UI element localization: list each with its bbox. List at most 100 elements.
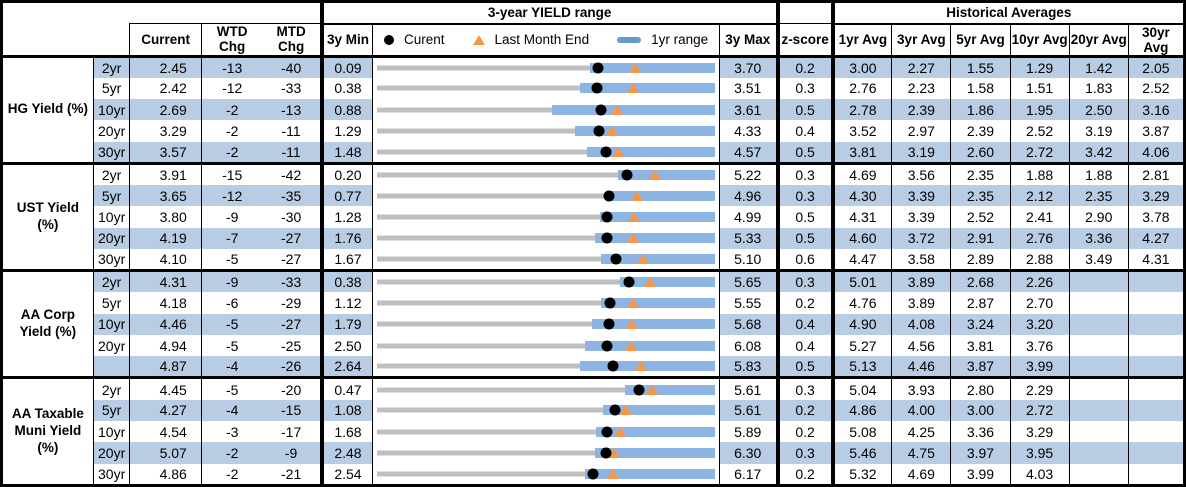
three-year-range-track [377, 279, 715, 285]
cell-avg-10yr-avg: 3.99 [1009, 356, 1070, 378]
cell-current: 3.91 [129, 161, 202, 186]
cell-3y-min: 1.12 [319, 292, 374, 314]
cell-tenor: 2yr [92, 56, 131, 78]
cell-z-score: 0.2 [775, 292, 834, 314]
cell-avg-30yr-avg [1127, 269, 1186, 293]
cell-avg-3yr-avg: 4.00 [891, 399, 952, 422]
cell-tenor: 20yr [92, 334, 131, 357]
range-chart [374, 249, 719, 269]
cell-mtd-chg: -11 [262, 120, 323, 142]
cell-avg-5yr-avg: 3.00 [950, 399, 1011, 422]
cell-z-score: 0.2 [775, 399, 834, 422]
cell-3y-max: 4.33 [718, 120, 779, 142]
cell-mtd-chg: -17 [262, 421, 323, 443]
current-dot [591, 82, 603, 94]
cell-3y-min: 1.48 [319, 141, 374, 164]
cell-tenor: 10yr [92, 206, 131, 228]
range-chart [374, 142, 719, 162]
cell-tenor: 5yr [92, 399, 131, 422]
cell-z-score: 0.3 [775, 185, 834, 207]
cell-3y-max: 6.30 [718, 442, 779, 464]
cell-avg-5yr-avg: 3.97 [950, 442, 1011, 464]
cell-avg-5yr-avg: 2.87 [950, 292, 1011, 314]
cell-tenor: 2yr [92, 269, 131, 293]
cell-avg-10yr-avg: 3.29 [1009, 421, 1070, 443]
cell-3y-max: 4.99 [718, 206, 779, 228]
cell-avg-10yr-avg: 2.12 [1009, 185, 1070, 207]
cell-3y-min: 2.64 [319, 356, 374, 378]
yield-row: AA Taxable Muni Yield (%) 2yr 4.45 -5 -20 0.4… [1, 376, 1186, 486]
three-year-range-track [377, 471, 715, 477]
current-dot [595, 104, 607, 116]
cell-3y-max: 5.55 [718, 292, 779, 314]
cell-tenor [92, 356, 131, 378]
cell-3y-min: 0.38 [319, 77, 374, 100]
yield-row: 4.87 -4 -26 2.64 5.83 0.5 5.13 4.46 3.87 3.99 [2, 356, 1186, 378]
col-header-5yr-avg: 5yr Avg [950, 23, 1011, 58]
cell-3y-min: 1.28 [319, 206, 374, 228]
cell-wtd-chg: -3 [200, 421, 263, 443]
cell-3y-max: 3.61 [718, 99, 779, 121]
cell-wtd-chg: -2 [200, 141, 263, 164]
range-chart-cell [372, 227, 720, 249]
one-year-range-bar-swatch [617, 36, 642, 43]
cell-avg-30yr-avg [1127, 313, 1186, 335]
cell-3y-min: 1.68 [319, 421, 374, 443]
cell-avg-10yr-avg: 3.20 [1009, 313, 1070, 335]
cell-avg-1yr-avg: 5.08 [830, 421, 893, 443]
cell-avg-20yr-avg [1068, 334, 1129, 357]
cell-avg-10yr-avg: 2.26 [1009, 269, 1070, 293]
cell-z-score: 0.3 [775, 376, 834, 400]
range-chart-cell [372, 120, 720, 142]
cell-avg-1yr-avg: 4.31 [830, 206, 893, 228]
cell-wtd-chg: -15 [200, 161, 263, 186]
one-year-range-bar [594, 447, 715, 458]
range-chart [374, 381, 719, 400]
range-chart-cell [372, 421, 720, 443]
cell-avg-30yr-avg [1127, 442, 1186, 464]
cell-mtd-chg: -27 [262, 313, 323, 335]
cell-mtd-chg: -33 [262, 77, 323, 100]
current-dot [600, 447, 612, 459]
cell-avg-5yr-avg: 2.60 [950, 141, 1011, 164]
col-header-z-score: z-score [775, 23, 834, 58]
one-year-range-bar [587, 146, 715, 157]
cell-mtd-chg: -13 [262, 99, 323, 121]
cell-mtd-chg: -15 [262, 399, 323, 422]
one-year-range-bar [590, 62, 715, 73]
cell-avg-20yr-avg [1068, 442, 1129, 464]
cell-avg-10yr-avg: 2.72 [1009, 399, 1070, 422]
last-month-end-triangle-swatch [472, 34, 485, 45]
range-chart-cell [372, 185, 720, 207]
range-chart-cell [372, 99, 720, 121]
col-header-3y-min: 3y Min [319, 23, 374, 58]
current-dot [623, 276, 635, 288]
cell-avg-3yr-avg: 2.27 [891, 56, 952, 78]
cell-3y-max: 4.57 [718, 141, 779, 164]
cell-avg-3yr-avg: 2.39 [891, 99, 952, 121]
cell-avg-10yr-avg: 4.03 [1009, 463, 1070, 486]
cell-3y-min: 0.47 [319, 376, 374, 400]
range-chart-cell [372, 206, 720, 228]
range-chart-cell [372, 269, 720, 293]
cell-avg-20yr-avg: 3.42 [1068, 141, 1129, 164]
cell-tenor: 20yr [92, 120, 131, 142]
range-chart [374, 207, 719, 227]
cell-3y-max: 3.51 [718, 77, 779, 100]
cell-current: 3.80 [129, 206, 202, 228]
cell-avg-1yr-avg: 4.69 [830, 161, 893, 186]
three-year-range-track [377, 214, 715, 220]
range-chart [374, 356, 719, 376]
range-chart [374, 186, 719, 206]
cell-wtd-chg: -4 [200, 356, 263, 378]
one-year-range-bar [596, 426, 715, 437]
legend-last-month-end-label: Last Month End [494, 32, 590, 47]
range-chart [374, 100, 719, 120]
cell-current: 4.46 [129, 313, 202, 335]
one-year-range-bar [600, 254, 715, 265]
yield-row: 20yr 5.07 -2 -9 2.48 6.30 0.3 5.46 4.75 3.97 3.95 [2, 442, 1186, 464]
cell-tenor: 30yr [92, 248, 131, 271]
cell-tenor: 10yr [92, 99, 131, 121]
cell-wtd-chg: -6 [200, 292, 263, 314]
cell-3y-max: 6.08 [718, 334, 779, 357]
